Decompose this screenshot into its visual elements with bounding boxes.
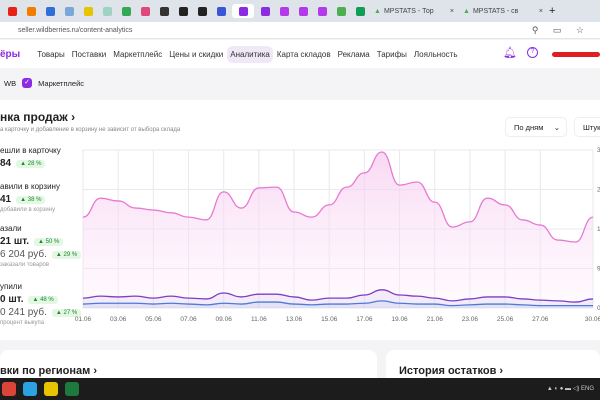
x-tick-label: 23.06	[462, 316, 479, 323]
chevron-down-icon: ⌄	[553, 123, 560, 132]
address-bar[interactable]: seller.wildberries.ru/content-analytics ⚲…	[0, 22, 600, 39]
filter-bar: WB ✓ Маркетплейс	[0, 68, 600, 98]
system-tray[interactable]: ▲ ◐ ● ▬ ◁) ENG	[546, 386, 594, 392]
nav-item[interactable]: Товары	[37, 49, 65, 59]
series-line	[82, 300, 593, 307]
nav-item[interactable]: Поставки	[71, 49, 107, 59]
top-nav: ёры Товары Поставки Маркетплейс Цены и скид…	[0, 40, 600, 68]
nav-item[interactable]: Карта складов	[276, 49, 331, 59]
sales-chart: 01.06 03.06 05.06 07.06 09.06 11.06 13.06 15.06…	[75, 147, 600, 323]
nav-item[interactable]: Маркетплейс	[113, 49, 163, 59]
app-icon[interactable]	[213, 4, 229, 18]
taskbar: ▲ ◐ ● ▬ ◁) ENG	[0, 378, 600, 400]
unit-select[interactable]: Штук	[574, 117, 600, 137]
sheets-icon[interactable]	[352, 4, 368, 18]
change-badge: ▲ 29 %	[51, 250, 82, 259]
metric: азали 21 шт. ▲ 50 % 6 204 руб. ▲ 29 % заказал…	[0, 224, 82, 268]
mpstats-icon[interactable]	[333, 4, 349, 18]
nav-item[interactable]: Цены и скидки	[169, 49, 224, 59]
marketplace-checkbox[interactable]: ✓	[22, 78, 33, 88]
x-tick-label: 19.06	[391, 316, 408, 323]
address-bar-icons[interactable]: ⚲ ▭ ☆	[531, 25, 590, 35]
app-icon[interactable]	[44, 382, 58, 396]
browser-tab[interactable]: ▲ MPSTATS - св ×	[460, 4, 546, 18]
logo[interactable]: ёры	[0, 48, 21, 60]
x-tick-label: 07.06	[180, 316, 197, 323]
sales-dynamics-card: нка продаж › а карточку и добавление в к…	[0, 100, 600, 340]
ring-icon[interactable]	[175, 4, 191, 18]
rp-icon[interactable]	[99, 4, 115, 18]
x-tick-label: 17.06	[356, 316, 373, 323]
y-tick-label: 1	[597, 226, 600, 233]
period-select[interactable]: По дням ⌄	[505, 117, 567, 137]
wb-icon[interactable]	[276, 4, 292, 18]
x-tick-label: 01.06	[75, 316, 92, 323]
change-badge: ▲ 28 %	[16, 159, 46, 168]
url-text: seller.wildberries.ru/content-analytics	[18, 26, 133, 34]
regions-title[interactable]: вки по регионам ›	[0, 365, 98, 377]
section-title[interactable]: нка продаж ›	[0, 110, 76, 124]
check-icon[interactable]	[80, 4, 96, 18]
wb-icon[interactable]	[314, 4, 330, 18]
nav-item[interactable]: Аналитика	[227, 45, 273, 63]
marketplace-label: Маркетплейс	[38, 78, 85, 88]
nav-item[interactable]: Лояльность	[413, 49, 458, 59]
series-area	[83, 151, 593, 308]
x-tick-label: 21.06	[427, 316, 444, 323]
browser-tab[interactable]: ▲ MPSTATS - Тор ×	[371, 4, 457, 18]
stock-history-title[interactable]: История остатков ›	[399, 365, 504, 377]
ok-icon[interactable]	[23, 4, 39, 18]
telegram-icon[interactable]	[23, 382, 37, 396]
chrome-icon[interactable]	[2, 382, 16, 396]
y-tick-label: 0	[597, 305, 600, 312]
change-badge: ▲ 27 %	[51, 308, 82, 317]
metric: ешли в карточку 84 ▲ 28 %	[0, 146, 61, 169]
target-icon[interactable]	[137, 4, 153, 18]
close-icon: ×	[449, 7, 454, 15]
metric: авили в корзину 41 ▲ 38 % добавили в корзин…	[0, 182, 60, 213]
calendar-icon[interactable]	[42, 4, 58, 18]
excel-icon[interactable]	[65, 382, 79, 396]
y-tick-label: 3	[597, 147, 600, 154]
series-area	[83, 289, 593, 308]
change-badge: ▲ 48 %	[28, 295, 58, 304]
x-tick-label: 15.06	[321, 316, 338, 323]
close-icon: ×	[538, 7, 543, 15]
wb-icon[interactable]	[232, 4, 254, 18]
x-tick-label: 03.06	[110, 316, 127, 323]
nav-item[interactable]: Тарифы	[376, 49, 407, 59]
redacted-account	[552, 52, 600, 57]
wb-icon[interactable]	[295, 4, 311, 18]
browser-tab-strip: ▲ MPSTATS - Тор × ▲ MPSTATS - св × +	[0, 0, 600, 22]
x-tick-label: 13.06	[286, 316, 303, 323]
box-icon[interactable]	[156, 4, 172, 18]
x-tick-label: 30.06	[585, 316, 600, 323]
x-tick-label: 27.06	[532, 316, 549, 323]
wb-icon[interactable]	[257, 4, 273, 18]
series-line	[82, 289, 594, 303]
translate-icon[interactable]	[61, 4, 77, 18]
new-tab-button[interactable]: +	[549, 5, 556, 17]
y-tick-label: 9	[597, 266, 600, 273]
metric: упили 0 шт. ▲ 48 % 0 241 руб. ▲ 27 % процент …	[0, 282, 82, 326]
y-tick-label: 2	[597, 187, 600, 194]
drive-icon[interactable]	[118, 4, 134, 18]
series-line	[82, 151, 594, 243]
help-icon[interactable]: ?	[527, 47, 538, 58]
x-tick-label: 05.06	[145, 316, 162, 323]
bell-icon[interactable]: 🔔︎	[503, 47, 517, 59]
change-badge: ▲ 50 %	[34, 237, 64, 246]
wb-filter[interactable]: WB	[4, 78, 17, 88]
x-tick-label: 25.06	[497, 316, 514, 323]
nav-item[interactable]: Реклама	[337, 49, 370, 59]
x-tick-label: 11.06	[251, 316, 267, 323]
x-tick-label: 09.06	[216, 316, 233, 323]
youtube-icon[interactable]	[4, 4, 20, 18]
ring-icon[interactable]	[194, 4, 210, 18]
change-badge: ▲ 38 %	[16, 195, 46, 204]
section-subtitle: а карточку и добавление в корзину не зав…	[0, 127, 181, 133]
